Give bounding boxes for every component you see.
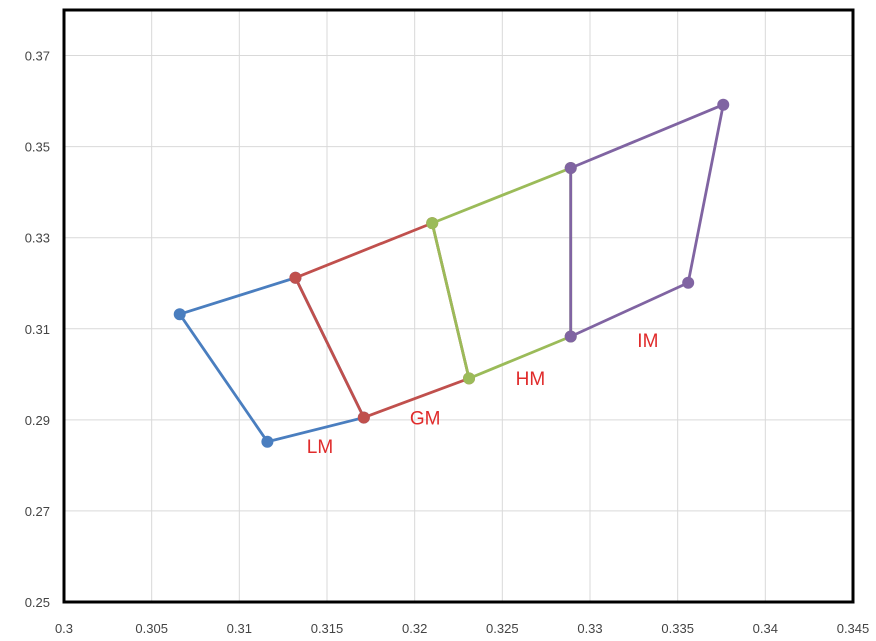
data-point <box>357 411 370 424</box>
region-label: HM <box>516 369 546 390</box>
label-layer: LM GM HM IM <box>307 331 659 458</box>
series-lm <box>173 271 370 448</box>
region-label: IM <box>637 331 658 352</box>
x-tick-label: 0.305 <box>135 621 168 636</box>
x-tick-label: 0.325 <box>486 621 519 636</box>
y-tick-label: 0.29 <box>25 413 50 428</box>
series-hm <box>426 162 577 385</box>
data-point <box>717 98 730 111</box>
x-tick-label: 0.3 <box>55 621 73 636</box>
plot-frame <box>62 8 855 604</box>
x-tick-label: 0.33 <box>577 621 602 636</box>
data-point <box>682 276 695 289</box>
x-tick-label: 0.335 <box>661 621 694 636</box>
y-tick-label: 0.33 <box>25 231 50 246</box>
y-tick-label: 0.35 <box>25 140 50 155</box>
y-tick-label: 0.37 <box>25 49 50 64</box>
y-tick-label: 0.31 <box>25 322 50 337</box>
x-tick-label: 0.31 <box>227 621 252 636</box>
y-tick-label: 0.25 <box>25 595 50 610</box>
series-line <box>569 103 725 338</box>
data-point <box>173 308 186 321</box>
data-point <box>289 271 302 284</box>
data-point <box>463 372 476 385</box>
x-tick-label: 0.345 <box>837 621 870 636</box>
series-layer <box>173 98 730 448</box>
grid-layer <box>63 10 854 603</box>
x-tick-label: 0.315 <box>311 621 344 636</box>
x-tick-label: 0.34 <box>753 621 778 636</box>
tick-layer: 0.3 0.305 0.31 0.315 0.32 0.325 0.33 0.335 0.34 0… <box>25 49 870 636</box>
series-line <box>430 166 573 380</box>
data-point <box>564 162 577 175</box>
data-point <box>564 330 577 343</box>
x-tick-label: 0.32 <box>402 621 427 636</box>
series-gm <box>289 217 476 424</box>
region-label: LM <box>307 437 333 458</box>
y-tick-label: 0.27 <box>25 504 50 519</box>
data-point <box>426 217 439 230</box>
series-line <box>294 221 471 419</box>
data-point <box>261 435 274 448</box>
region-label: GM <box>410 408 441 429</box>
series-im <box>564 98 730 343</box>
